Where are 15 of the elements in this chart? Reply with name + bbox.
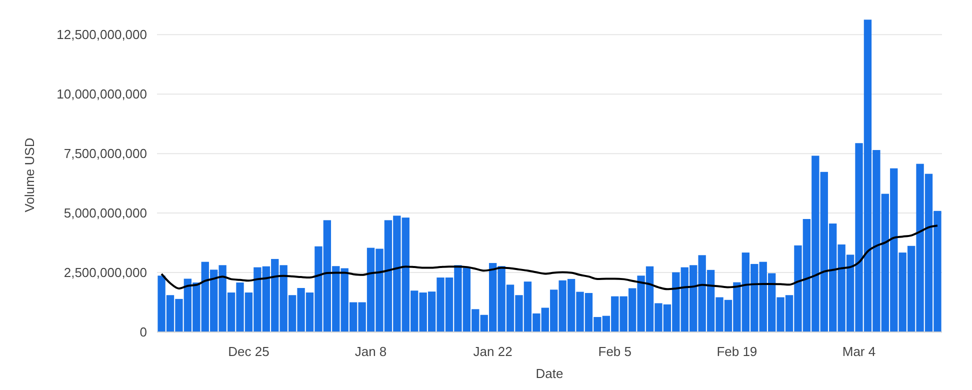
line-series bbox=[160, 224, 938, 290]
y-tick-label: 10,000,000,000 bbox=[56, 86, 147, 102]
y-tick-label: 12,500,000,000 bbox=[56, 27, 147, 42]
x-axis-title: Date bbox=[536, 366, 564, 381]
y-tick-label: 5,000,000,000 bbox=[64, 206, 147, 221]
y-tick-label: 0 bbox=[140, 324, 147, 340]
y-tick-label: 2,500,000,000 bbox=[64, 265, 147, 280]
x-tick-label: Feb 5 bbox=[598, 344, 632, 359]
y-axis-title: Volume USD bbox=[22, 138, 37, 212]
x-tick-label: Dec 25 bbox=[228, 344, 270, 359]
x-tick-label: Feb 19 bbox=[716, 344, 758, 359]
x-tick-label: Mar 4 bbox=[842, 344, 876, 359]
x-tick-label: Jan 8 bbox=[354, 344, 387, 359]
x-tick-label: Jan 22 bbox=[473, 344, 512, 359]
y-tick-label: 7,500,000,000 bbox=[64, 146, 147, 162]
